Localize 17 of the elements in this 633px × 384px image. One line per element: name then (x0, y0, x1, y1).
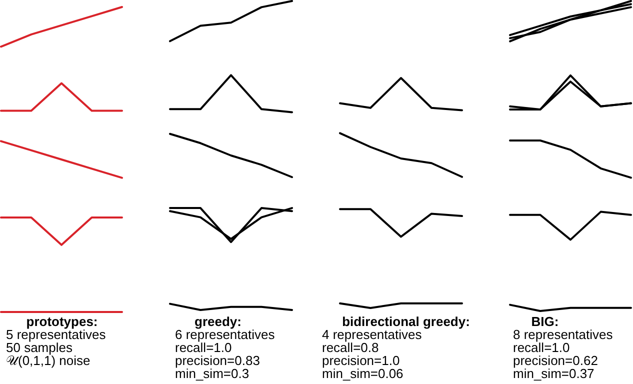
text: min_sim=0.3 (175, 366, 250, 381)
text: precision=0.83 (175, 353, 260, 368)
text: precision=1.0 (322, 353, 400, 368)
text: recall=0.8 (322, 340, 379, 355)
text: recall=1.0 (175, 340, 232, 355)
text: greedy: (194, 314, 242, 329)
text: 𝒰(0,1,1) noise (6, 353, 90, 368)
text: 4 representatives (322, 327, 422, 342)
text: BIG: (531, 314, 559, 329)
text: prototypes: (26, 314, 98, 329)
text: min_sim=0.37 (513, 366, 594, 381)
text: recall=1.0 (513, 340, 570, 355)
text: 50 samples (6, 340, 73, 355)
text: 8 representatives (513, 327, 614, 342)
text: bidirectional greedy: (342, 314, 470, 329)
text: min_sim=0.06 (322, 366, 404, 381)
text: precision=0.62 (513, 353, 598, 368)
